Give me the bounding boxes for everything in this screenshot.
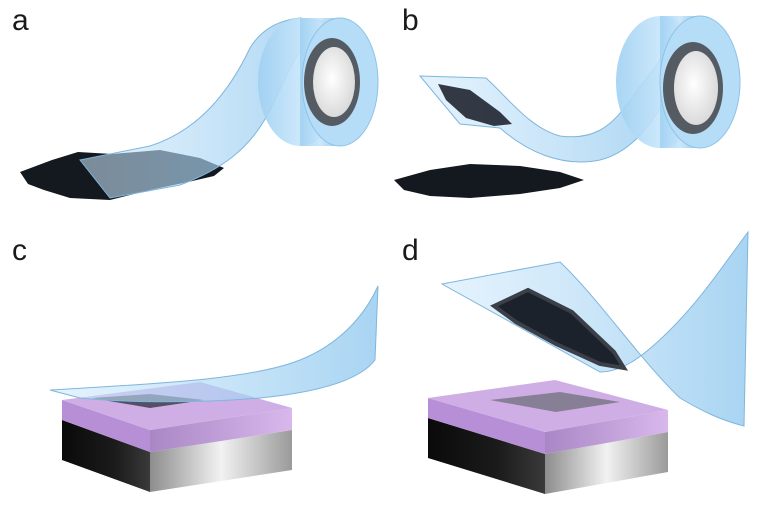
panel-c-illustration bbox=[49, 285, 379, 492]
film-side bbox=[545, 410, 668, 454]
substrate-side bbox=[545, 432, 668, 494]
graphite-flake-peeled bbox=[438, 84, 512, 126]
panel-a-illustration bbox=[20, 17, 379, 200]
panel-label-d: d bbox=[402, 234, 419, 267]
panel-label-c: c bbox=[12, 234, 27, 267]
tape-roll bbox=[258, 17, 379, 147]
tape-strip bbox=[49, 285, 379, 403]
film-side bbox=[150, 408, 292, 452]
tape-strip bbox=[440, 230, 749, 427]
substrate-front bbox=[62, 420, 150, 492]
film-front bbox=[62, 400, 150, 452]
panel-b-illustration bbox=[394, 15, 741, 198]
graphite-flake-remaining bbox=[394, 164, 584, 198]
panel-label-b: b bbox=[402, 4, 419, 37]
substrate-front bbox=[428, 418, 545, 494]
panel-c: c bbox=[12, 236, 27, 266]
panel-d: d bbox=[402, 236, 419, 266]
tape-roll bbox=[616, 15, 741, 149]
film-front bbox=[428, 398, 545, 454]
panel-b: b bbox=[402, 6, 419, 36]
panel-a: a bbox=[12, 6, 29, 36]
graphene-flake-peeled bbox=[490, 287, 629, 371]
substrate-side bbox=[150, 430, 292, 492]
panel-label-a: a bbox=[12, 4, 29, 37]
panel-d-illustration bbox=[428, 230, 749, 494]
graphene-flake-transferred bbox=[490, 392, 620, 412]
